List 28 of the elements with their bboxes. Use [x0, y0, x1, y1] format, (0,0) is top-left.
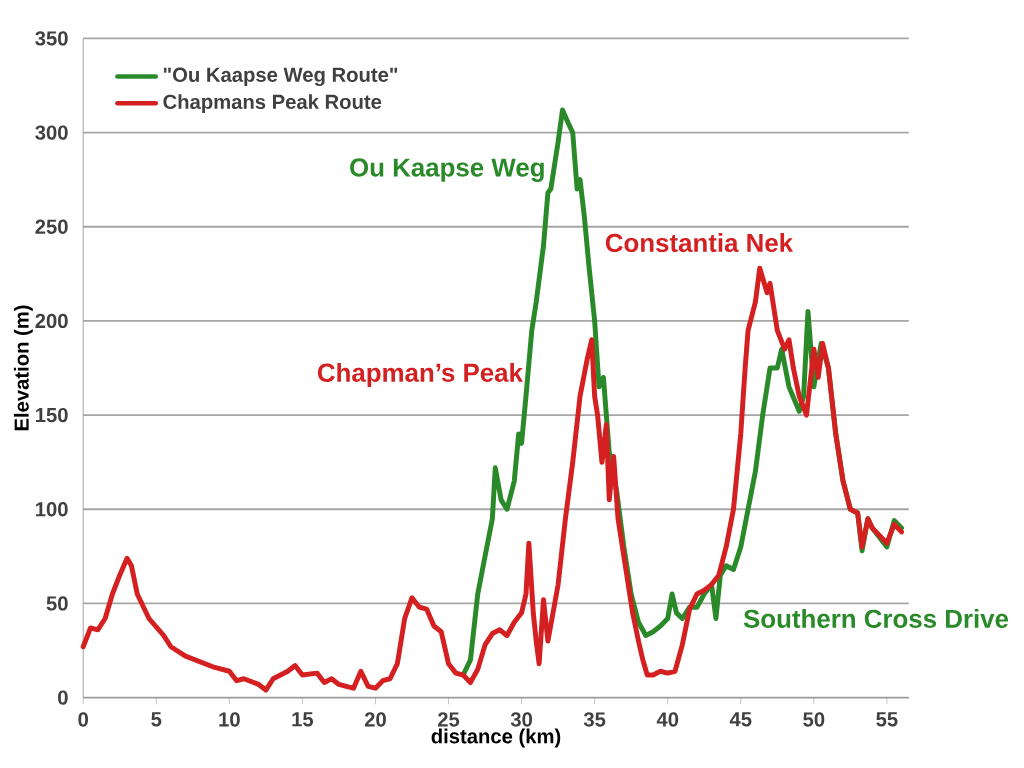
x-tick-label: 45	[729, 712, 752, 727]
annotation: Ou Kaapse Weg	[350, 158, 544, 182]
y-tick-label: 200	[35, 313, 68, 329]
x-tick-label: 55	[876, 712, 898, 727]
x-tick-label: 10	[219, 712, 240, 727]
x-tick-label: 50	[803, 712, 825, 727]
x-tick-label: 15	[292, 712, 314, 727]
x-tick-label: 25	[437, 712, 460, 727]
y-tick-label: 150	[36, 407, 68, 423]
x-tick-label: 30	[510, 712, 533, 727]
annotation: Constantia Nek	[605, 233, 794, 253]
y-tick-label: 0	[58, 690, 68, 705]
x-tick-label: 35	[583, 712, 606, 727]
legend-label: "Ou Kaapse Weg Route"	[163, 67, 398, 87]
x-axis-title: distance (km)	[431, 728, 561, 748]
y-tick-label: 300	[35, 125, 68, 140]
legend-label: Chapmans Peak Route	[163, 94, 382, 113]
y-tick-label: 250	[35, 219, 68, 234]
annotation: Southern Cross Drive	[743, 609, 1009, 628]
y-tick-label: 50	[46, 596, 68, 611]
x-tick-label: 5	[151, 712, 162, 727]
y-tick-label: 100	[36, 502, 68, 517]
x-tick-label: 40	[656, 712, 679, 727]
x-tick-label: 0	[78, 712, 89, 727]
y-tick-label: 350	[35, 31, 68, 46]
x-tick-label: 20	[364, 712, 386, 727]
y-axis-title: Elevation (m)	[13, 305, 33, 431]
annotation: Chapman’s Peak	[317, 362, 523, 387]
